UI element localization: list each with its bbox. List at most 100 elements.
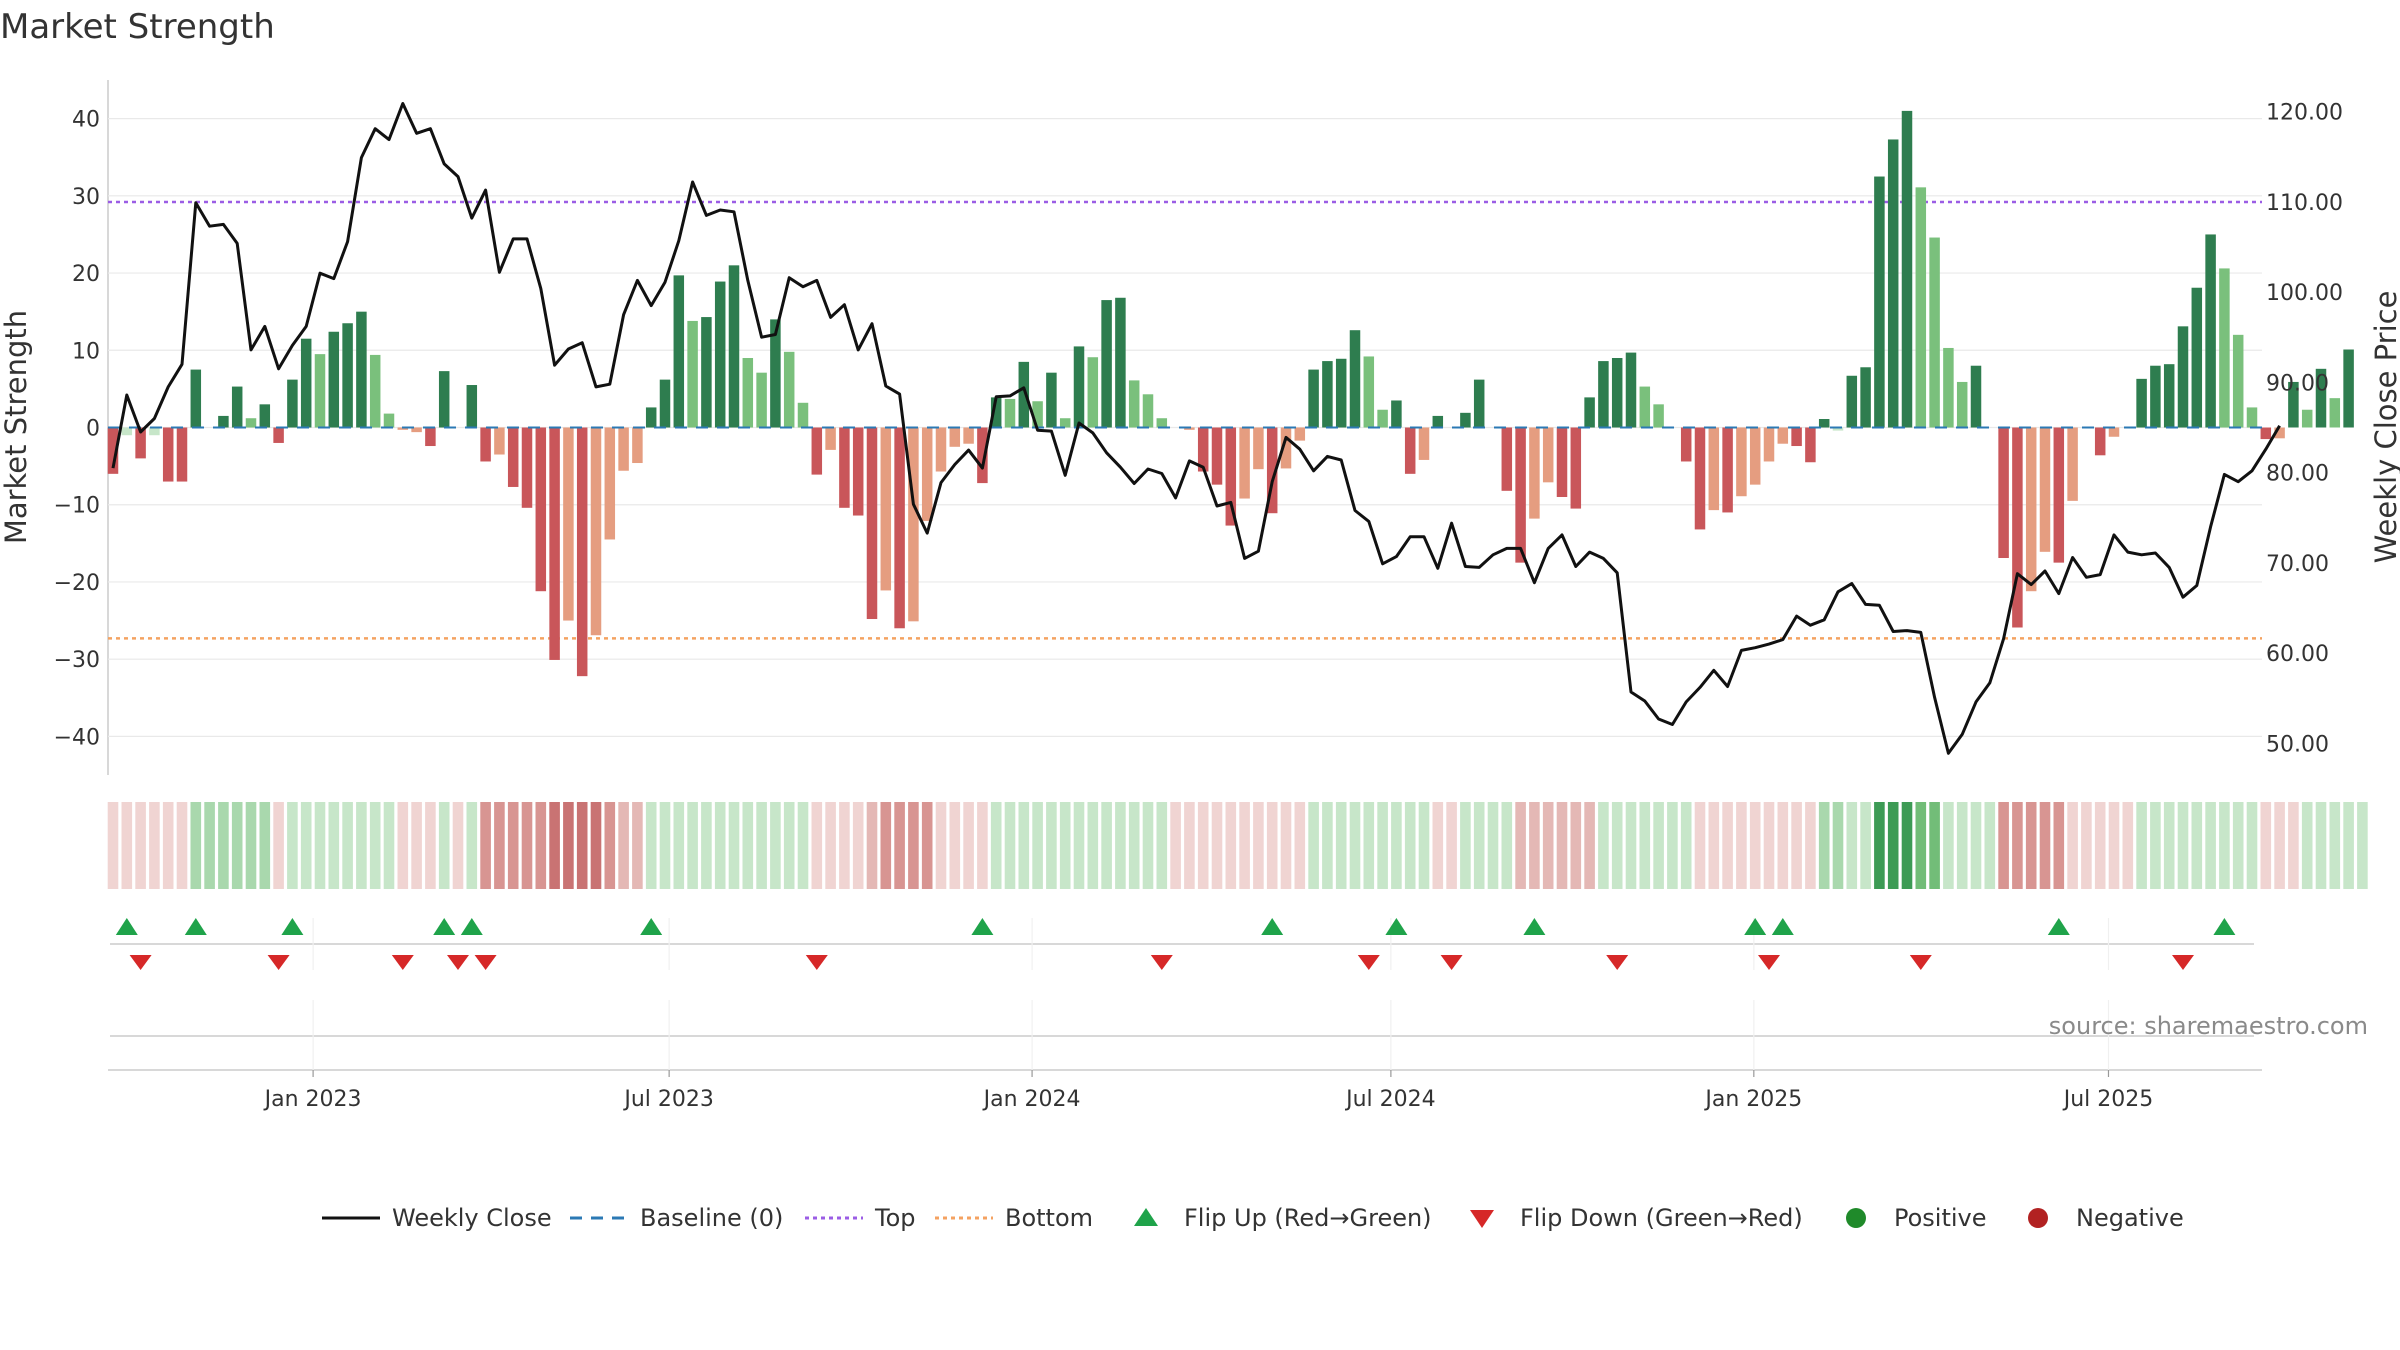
strength-bar — [659, 379, 671, 428]
strength-bar — [590, 427, 602, 636]
strength-bar — [1335, 358, 1347, 428]
regime-cell — [1818, 802, 1830, 889]
strength-bar — [1432, 415, 1444, 428]
regime-cell — [2094, 802, 2106, 889]
weekly-close-series — [111, 102, 2281, 755]
strength-bar — [1004, 398, 1016, 428]
y2-axis-ticks: 120.00 110.00 100.00 90.00 80.00 70.00 60.00 50… — [2266, 101, 2343, 758]
regime-cell — [1197, 802, 1209, 889]
strength-bar — [2053, 427, 2065, 563]
regime-cell — [852, 802, 864, 889]
regime-cell — [2122, 802, 2134, 889]
x-tick-label: Jul 2024 — [1344, 1087, 1436, 1112]
regime-cell — [1142, 802, 1154, 889]
regime-cell — [356, 802, 367, 889]
strength-bar — [1101, 300, 1112, 428]
strength-bar — [852, 427, 864, 516]
flip-up-marker — [640, 918, 663, 935]
strength-bar — [783, 351, 795, 428]
strength-bar — [356, 311, 367, 428]
y-axis-ticks: 40 30 20 10 0 −10 −20 −30 −40 — [54, 108, 100, 751]
strength-bar — [245, 418, 257, 428]
y-axis-title: Market Strength — [0, 310, 33, 544]
strength-bar — [797, 402, 809, 428]
strength-bar — [908, 427, 919, 622]
y-tick-label: −10 — [54, 494, 100, 519]
regime-cell — [438, 802, 450, 889]
strength-bar — [728, 265, 740, 428]
legend-swatch — [1134, 1208, 1158, 1226]
flip-down-marker — [805, 955, 828, 970]
legend-label: Weekly Close — [392, 1204, 552, 1232]
regime-cell — [1584, 802, 1595, 889]
strength-bar — [687, 320, 698, 428]
regime-cell — [963, 802, 974, 889]
regime-cell — [618, 802, 629, 889]
regime-cell — [1570, 802, 1582, 889]
y-tick-label: −20 — [54, 571, 100, 596]
regime-cell — [1404, 802, 1416, 889]
regime-cell — [121, 802, 133, 889]
strength-bar — [2163, 364, 2175, 428]
legend-label: Positive — [1894, 1204, 1987, 1232]
strength-bar — [770, 319, 781, 428]
strength-bar — [231, 386, 243, 428]
regime-cell — [1322, 802, 1333, 889]
regime-cell — [1046, 802, 1057, 889]
y-tick-label: 10 — [72, 339, 100, 364]
regime-cell — [1611, 802, 1623, 889]
x-axis-ticks: Jan 2023 Jul 2023 Jan 2024 Jul 2024 Jan 2025… — [263, 1070, 2153, 1112]
regime-cell — [673, 802, 685, 889]
regime-cell — [728, 802, 740, 889]
regime-cell — [397, 802, 409, 889]
strength-bar — [1694, 427, 1706, 530]
regime-cell — [1846, 802, 1858, 889]
strength-bar — [714, 281, 726, 428]
regime-cell — [2232, 802, 2244, 889]
regime-cell — [231, 802, 243, 889]
regime-cell — [811, 802, 823, 889]
strength-bar — [1184, 427, 1195, 430]
strength-bar — [1832, 427, 1844, 431]
regime-strip — [107, 802, 2368, 889]
regime-cell — [149, 802, 160, 889]
y2-tick-label: 50.00 — [2266, 732, 2329, 757]
flip-up-marker — [1261, 918, 1284, 935]
regime-cell — [549, 802, 560, 889]
strength-bar — [1501, 427, 1513, 491]
strength-bar — [1473, 379, 1485, 428]
flip-down-marker — [267, 955, 290, 970]
flip-up-marker — [184, 918, 207, 935]
regime-cell — [742, 802, 754, 889]
strength-bar — [1887, 139, 1899, 428]
flip-up-marker — [1523, 918, 1546, 935]
strength-bar — [866, 427, 878, 620]
regime-cell — [342, 802, 353, 889]
legend-swatch — [2028, 1208, 2048, 1228]
strength-bar — [1280, 427, 1292, 469]
regime-cell — [1087, 802, 1099, 889]
strength-bar — [1018, 361, 1030, 428]
y-tick-label: −40 — [54, 725, 100, 750]
strength-bar — [1777, 427, 1789, 444]
regime-cell — [2012, 802, 2023, 889]
regime-cell — [1887, 802, 1899, 889]
regime-cell — [480, 802, 491, 889]
regime-cell — [162, 802, 174, 889]
strength-bar — [949, 427, 961, 447]
regime-cell — [1915, 802, 1927, 889]
regime-cell — [659, 802, 671, 889]
regime-cell — [2108, 802, 2120, 889]
strength-bar — [880, 427, 892, 591]
strength-bar — [2067, 427, 2078, 501]
strength-bar — [1032, 401, 1043, 428]
strength-bars — [107, 110, 2354, 677]
regime-cell — [1225, 802, 1237, 889]
strength-bar — [2260, 427, 2272, 440]
strength-bar — [1956, 381, 1968, 428]
strength-bar — [1611, 358, 1623, 428]
strength-bar — [632, 427, 643, 464]
strength-bar — [1970, 365, 1982, 428]
strength-bar — [1404, 427, 1416, 474]
regime-cell — [2191, 802, 2203, 889]
